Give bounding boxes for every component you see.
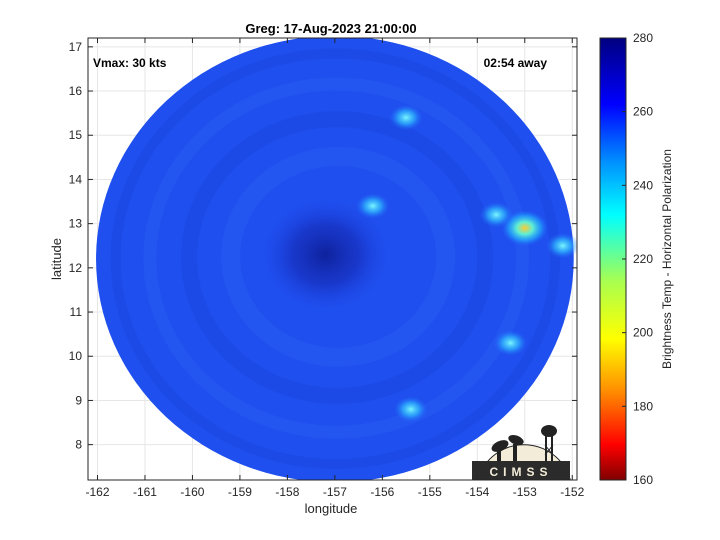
colorbar-label: Brightness Temp - Horizontal Polarizatio… (660, 149, 674, 369)
colorbar-tick-label: 160 (633, 473, 653, 487)
convective-cell (389, 104, 423, 131)
x-tick-label: -162 (85, 485, 109, 499)
swath-bands (110, 48, 561, 470)
y-axis: 8 9 10 11 12 13 14 15 16 17 (69, 40, 577, 452)
convective-cell (501, 210, 549, 247)
x-tick-label: -154 (465, 485, 489, 499)
colorbar-tick-label: 240 (633, 178, 653, 192)
y-tick-label: 15 (69, 128, 83, 142)
plot-border (87, 37, 578, 481)
vmax-annotation: Vmax: 30 kts (93, 56, 167, 70)
y-tick-label: 9 (75, 393, 82, 407)
colorbar-tick-label: 200 (633, 326, 653, 340)
swath-image (96, 38, 577, 480)
cimss-logo: CIMSS (472, 425, 571, 480)
x-tick-label: -161 (133, 485, 157, 499)
x-tick-label: -158 (275, 485, 299, 499)
x-tick-label: -155 (418, 485, 442, 499)
colorbar-tick-label: 220 (633, 252, 653, 266)
time-away-annotation: 02:54 away (484, 56, 548, 70)
y-tick-label: 12 (69, 261, 83, 275)
swath-features (263, 104, 577, 423)
colorbar-tick-label: 180 (633, 399, 653, 413)
y-tick-label: 17 (69, 40, 83, 54)
y-tick-label: 16 (69, 84, 83, 98)
x-tick-label: -157 (323, 485, 347, 499)
x-axis-label: longitude (305, 501, 358, 516)
x-tick-label: -159 (228, 485, 252, 499)
y-axis-label: latitude (49, 238, 64, 280)
convective-cell (393, 396, 428, 423)
y-tick-label: 14 (69, 172, 83, 186)
y-tick-label: 10 (69, 349, 83, 363)
swath-band (221, 146, 456, 367)
convective-cell (493, 329, 528, 356)
convective-cell (355, 192, 390, 219)
y-tick-label: 11 (70, 305, 83, 319)
cimss-logo-text: CIMSS (489, 465, 552, 479)
y-tick-label: 8 (75, 438, 82, 452)
x-tick-label: -153 (513, 485, 537, 499)
swath-band (110, 48, 561, 470)
chart-title: Greg: 17-Aug-2023 21:00:00 (245, 21, 416, 36)
storm-center-feature (263, 199, 388, 310)
x-axis: -162 -161 -160 -159 -158 -157 -156 -155 -154 -153… (85, 38, 585, 499)
swath-band (143, 77, 529, 439)
colorbar-tick-label: 260 (633, 105, 653, 119)
convective-cell (545, 232, 577, 259)
y-tick-label: 13 (69, 217, 83, 231)
colorbar-ticks: 160 180 200 220 240 260 280 (622, 31, 653, 487)
x-tick-label: -152 (560, 485, 584, 499)
swath-band (181, 111, 494, 404)
convective-cell (479, 201, 514, 228)
x-tick-label: -160 (180, 485, 204, 499)
x-tick-label: -156 (370, 485, 394, 499)
colorbar-tick-label: 280 (633, 31, 653, 45)
